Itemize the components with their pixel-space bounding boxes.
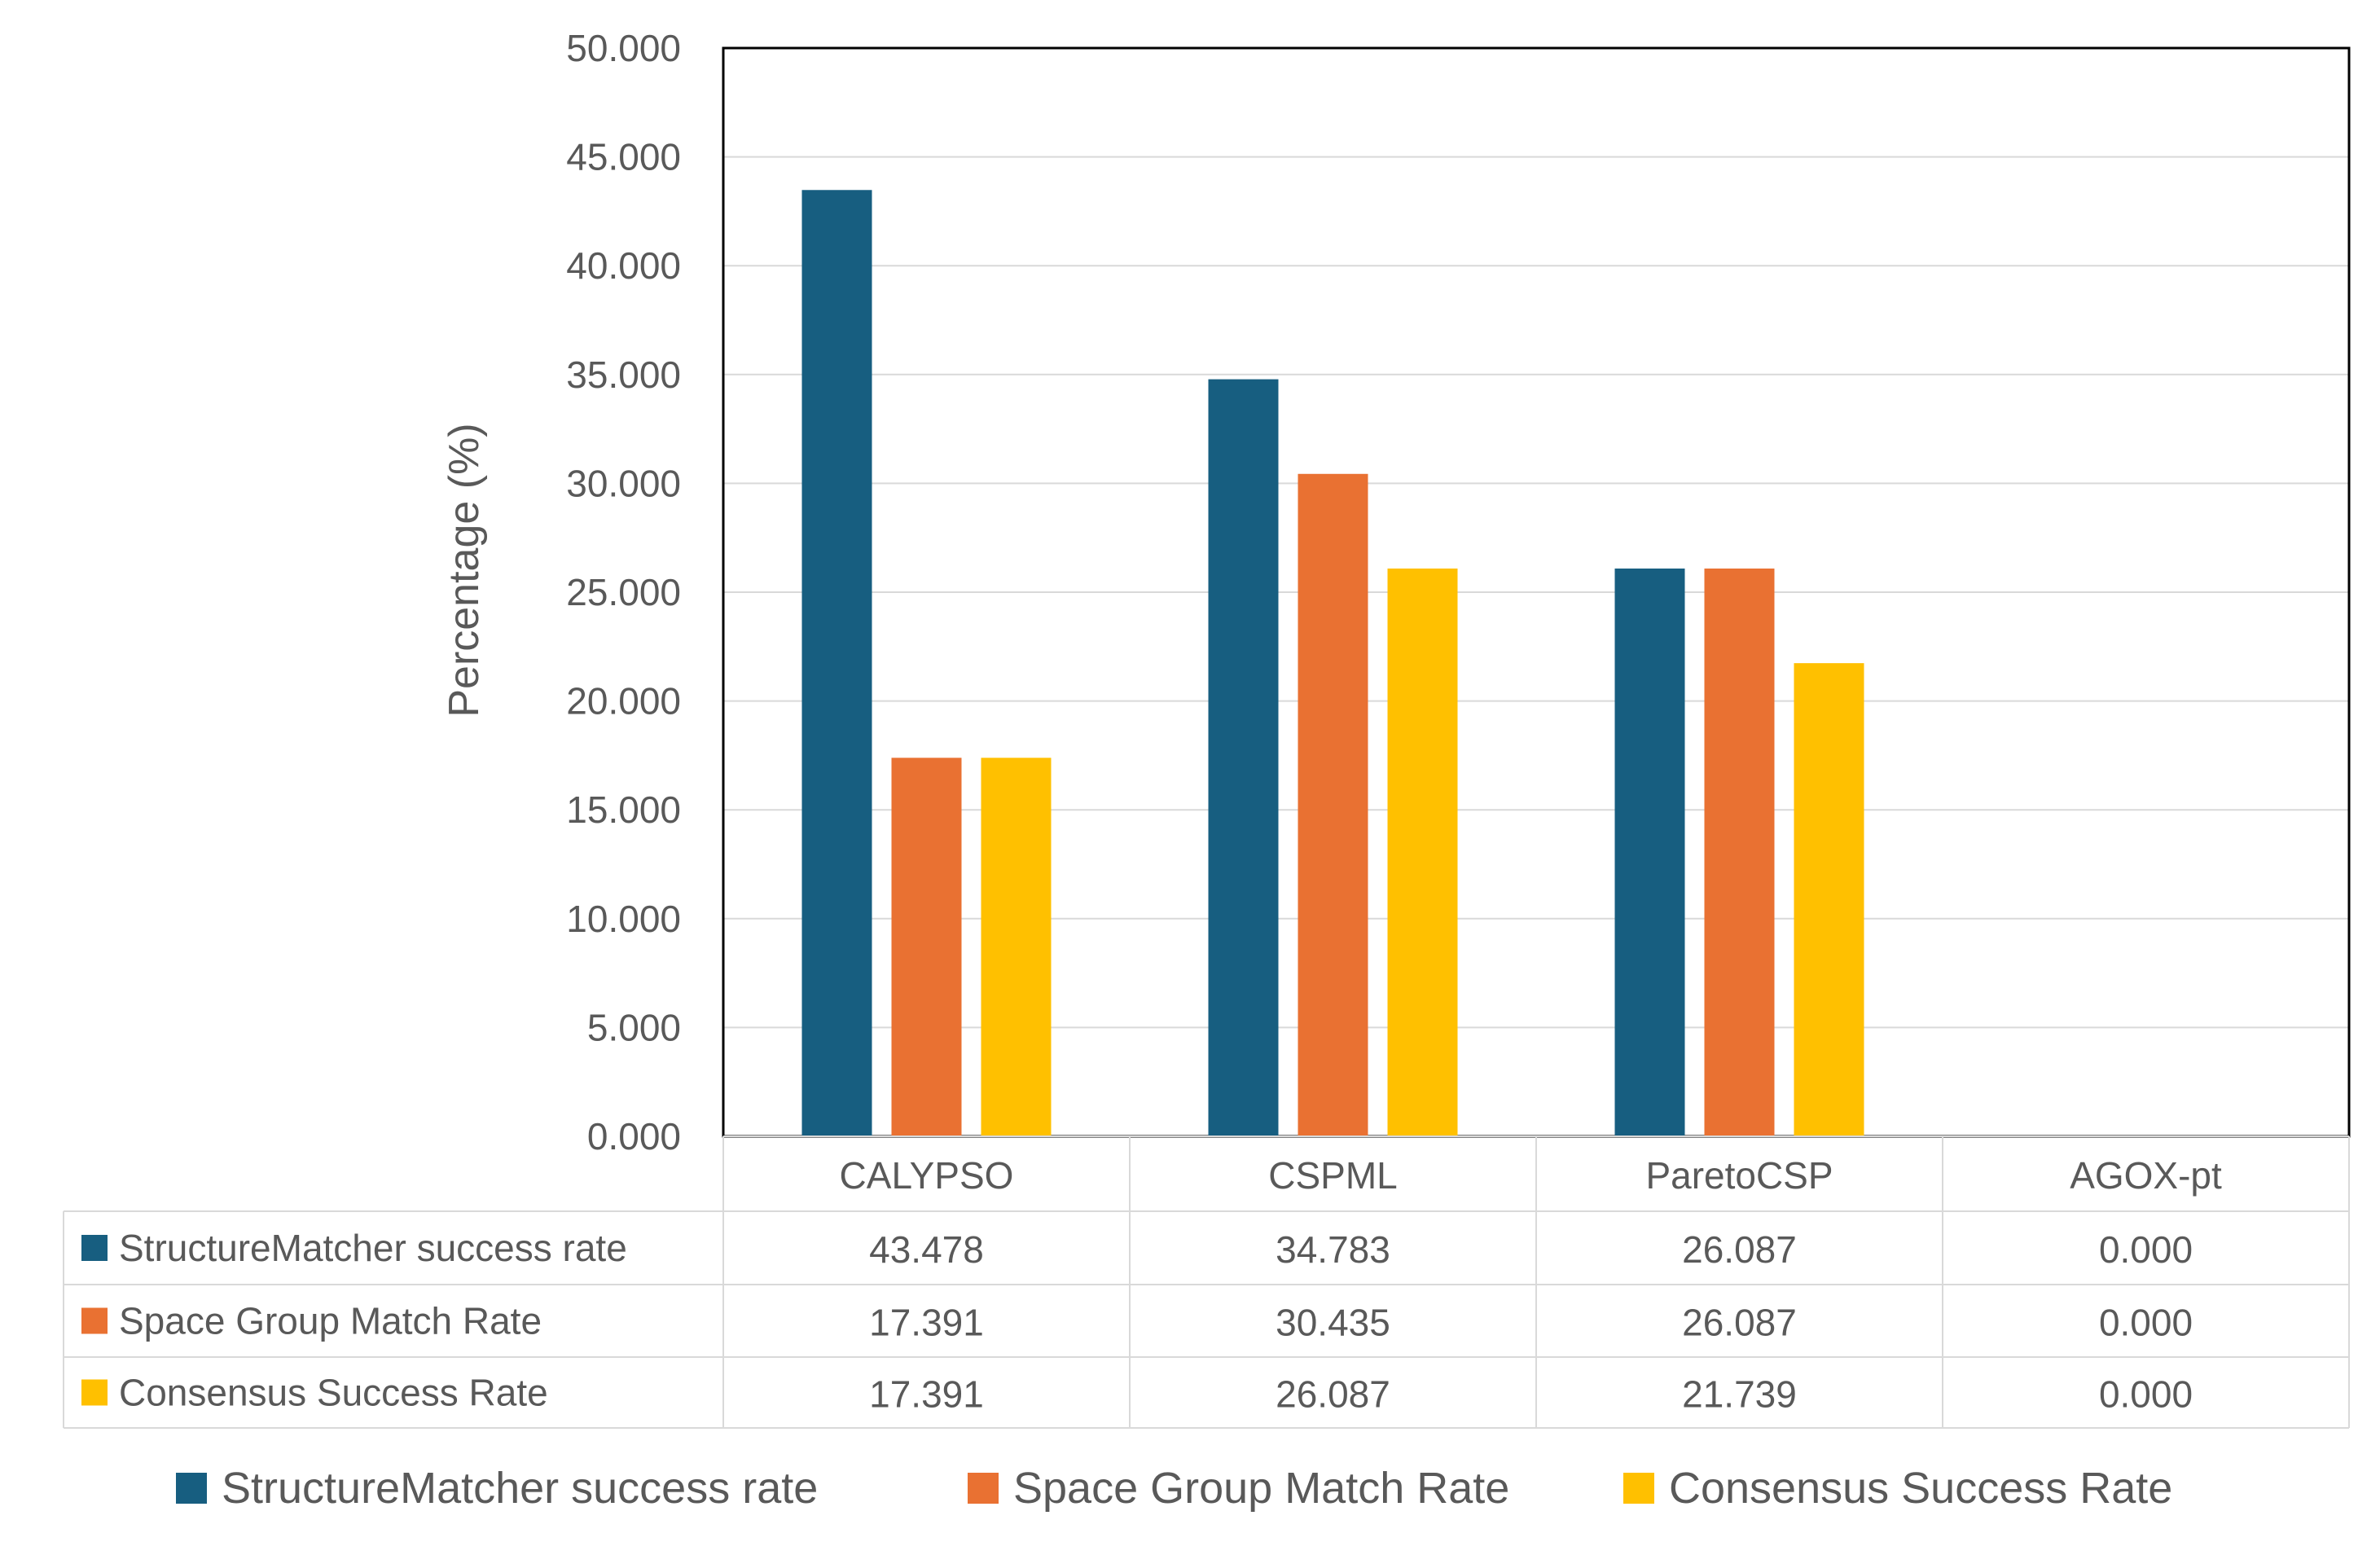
table-legend-key [81, 1307, 108, 1334]
table-legend-key [81, 1379, 108, 1406]
table-cell: 17.391 [869, 1373, 984, 1416]
bar-structurematcher-cspml [1208, 379, 1279, 1136]
legend-swatch [968, 1473, 999, 1504]
legend-label: Consensus Success Rate [1669, 1464, 2172, 1513]
y-tick-label: 35.000 [566, 354, 681, 396]
bar-consensus-calypso [981, 758, 1052, 1136]
y-tick-label: 20.000 [566, 680, 681, 723]
bar-structurematcher-paretocsp [1614, 568, 1685, 1136]
table-cell: 30.435 [1276, 1302, 1390, 1344]
bar-consensus-cspml [1387, 568, 1458, 1136]
category-label-paretocsp: ParetoCSP [1645, 1154, 1833, 1197]
bar-consensus-paretocsp [1794, 663, 1864, 1136]
table-cell: 26.087 [1682, 1302, 1797, 1344]
y-tick-label: 5.000 [587, 1006, 681, 1048]
table-row-label: StructureMatcher success rate [119, 1227, 627, 1269]
legend-swatch [1623, 1473, 1654, 1504]
y-tick-label: 0.000 [587, 1115, 681, 1157]
category-label-calypso: CALYPSO [840, 1154, 1014, 1197]
y-tick-label: 40.000 [566, 244, 681, 287]
y-tick-label: 50.000 [566, 27, 681, 69]
y-tick-label: 30.000 [566, 462, 681, 504]
y-tick-label: 25.000 [566, 571, 681, 613]
y-tick-label: 10.000 [566, 898, 681, 940]
y-axis-title: Percentage (%) [441, 423, 488, 717]
table-cell: 17.391 [869, 1302, 984, 1344]
y-tick-label: 45.000 [566, 136, 681, 178]
legend-label: Space Group Match Rate [1013, 1464, 1509, 1513]
y-tick-label: 15.000 [566, 788, 681, 831]
table-cell: 0.000 [2099, 1302, 2193, 1344]
bar-space-group-cspml [1298, 473, 1368, 1136]
table-row-label: Consensus Success Rate [119, 1372, 548, 1414]
table-row-label: Space Group Match Rate [119, 1300, 542, 1342]
legend-swatch [176, 1473, 207, 1504]
bar-structurematcher-calypso [801, 190, 872, 1137]
table-cell: 26.087 [1276, 1373, 1390, 1416]
table-cell: 0.000 [2099, 1228, 2193, 1271]
table-cell: 43.478 [869, 1228, 984, 1271]
legend-label: StructureMatcher success rate [222, 1464, 818, 1513]
bar-space-group-paretocsp [1704, 568, 1775, 1136]
category-label-cspml: CSPML [1268, 1154, 1397, 1197]
bar-space-group-calypso [891, 758, 962, 1136]
category-label-agox-pt: AGOX-pt [2070, 1154, 2222, 1197]
table-cell: 21.739 [1682, 1373, 1797, 1416]
table-cell: 34.783 [1276, 1228, 1390, 1271]
table-cell: 26.087 [1682, 1228, 1797, 1271]
table-cell: 0.000 [2099, 1373, 2193, 1416]
table-legend-key [81, 1235, 108, 1261]
